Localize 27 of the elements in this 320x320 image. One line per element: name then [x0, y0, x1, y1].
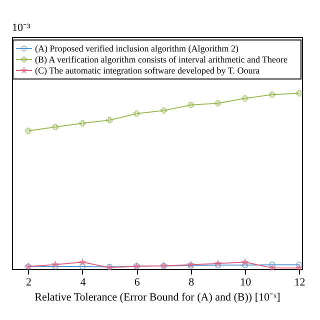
point — [79, 120, 86, 126]
legend-label: (C) The automatic integration software developed by T. Ooura — [35, 66, 260, 76]
x-tick-label: 2 — [26, 276, 32, 288]
legend-label: (A) Proposed verified inclusion algorithm (Algorithm 2) — [35, 44, 238, 54]
x-tick-label: 12 — [294, 276, 306, 288]
point — [134, 110, 140, 117]
x-tick-label: 6 — [134, 276, 140, 288]
x-tick-label: 8 — [188, 276, 195, 288]
point — [214, 262, 222, 268]
point — [214, 100, 222, 106]
x-axis-title: Relative Tolerance (Error Bound for (A) and (B)) [10⁻ˣ] — [34, 292, 280, 304]
point — [160, 107, 167, 114]
point — [79, 263, 86, 270]
x-tick-label: 10 — [240, 276, 252, 288]
point — [25, 128, 32, 134]
text: 10⁻³ — [12, 22, 31, 34]
point — [269, 92, 276, 98]
point — [242, 95, 248, 102]
point — [188, 102, 194, 108]
point — [269, 262, 276, 268]
x-tick-label: 4 — [80, 276, 86, 288]
point — [242, 262, 248, 268]
point — [106, 116, 113, 124]
legend-label: (B) A verification algorithm consists of interval arithmetic and Theore — [35, 54, 288, 64]
point — [52, 124, 59, 130]
point — [52, 263, 59, 270]
point — [296, 90, 302, 96]
